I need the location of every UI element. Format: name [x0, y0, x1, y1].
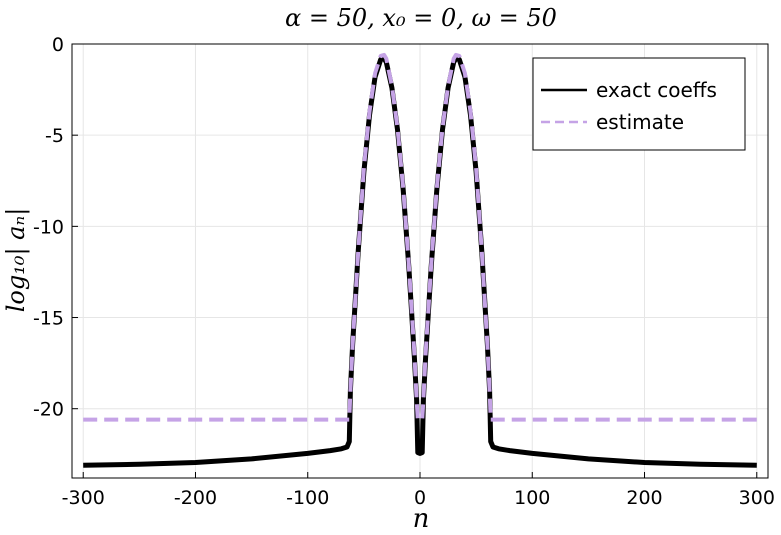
- x-tick-label: -300: [62, 487, 105, 509]
- y-axis-ticks: 0 -5 -10 -15 -20: [33, 34, 78, 421]
- series-line-estimate: [83, 52, 757, 422]
- x-tick-label: 0: [414, 487, 426, 509]
- y-axis-label: log₁₀| aₙ|: [2, 208, 31, 313]
- y-tick-label: -20: [33, 399, 64, 421]
- y-tick-label: -15: [33, 308, 64, 330]
- x-tick-label: 100: [514, 487, 550, 509]
- y-tick-label: -5: [45, 125, 64, 147]
- x-axis-label: n: [413, 504, 430, 534]
- x-tick-label: 200: [626, 487, 662, 509]
- legend-label-estimate: estimate: [596, 110, 684, 134]
- legend-label-exact-coeffs: exact coeffs: [596, 78, 717, 102]
- y-tick-label: 0: [52, 34, 64, 56]
- series-layer: [83, 52, 757, 468]
- x-axis-ticks: -300 -200 -100 0 100 200 300: [62, 472, 775, 509]
- legend: exact coeffs estimate: [532, 57, 746, 151]
- x-tick-label: -200: [174, 487, 217, 509]
- legend-box: [532, 57, 746, 151]
- y-tick-label: -10: [33, 216, 64, 238]
- series-line-exact-coeffs: [83, 56, 757, 468]
- chart-title: α = 50, x₀ = 0, ω = 50: [285, 4, 557, 32]
- x-tick-label: 300: [739, 487, 775, 509]
- x-tick-label: -100: [286, 487, 329, 509]
